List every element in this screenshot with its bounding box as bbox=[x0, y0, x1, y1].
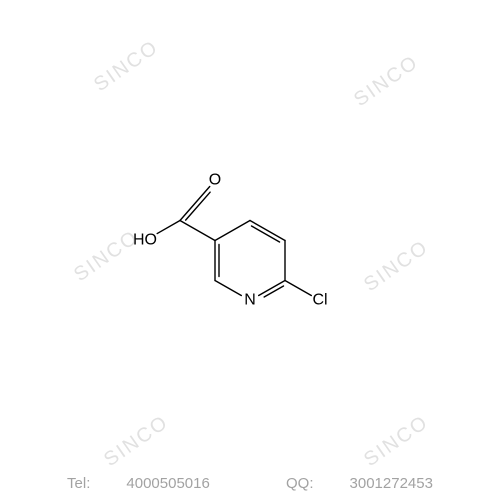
qq-block: QQ: 3001272453 bbox=[268, 475, 451, 492]
atom-label-oh: HO bbox=[133, 232, 157, 250]
watermark-text: SINCO bbox=[90, 36, 163, 97]
footer-contact: Tel: 4000505016 QQ: 3001272453 bbox=[0, 475, 500, 492]
tel-value: 4000505016 bbox=[126, 475, 209, 492]
watermark-text: SINCO bbox=[100, 411, 173, 472]
molecule-structure: N Cl O HO bbox=[135, 146, 365, 336]
tel-block: Tel: 4000505016 bbox=[49, 475, 228, 492]
atom-label-cl: Cl bbox=[312, 292, 327, 310]
atom-label-o_dbl: O bbox=[209, 172, 221, 190]
tel-label: Tel: bbox=[67, 475, 90, 492]
qq-label: QQ: bbox=[286, 475, 314, 492]
watermark-text: SINCO bbox=[360, 236, 433, 297]
watermark-text: SINCO bbox=[350, 51, 423, 112]
watermark-text: SINCO bbox=[360, 411, 433, 472]
qq-value: 3001272453 bbox=[350, 475, 433, 492]
atom-label-n: N bbox=[244, 292, 256, 310]
